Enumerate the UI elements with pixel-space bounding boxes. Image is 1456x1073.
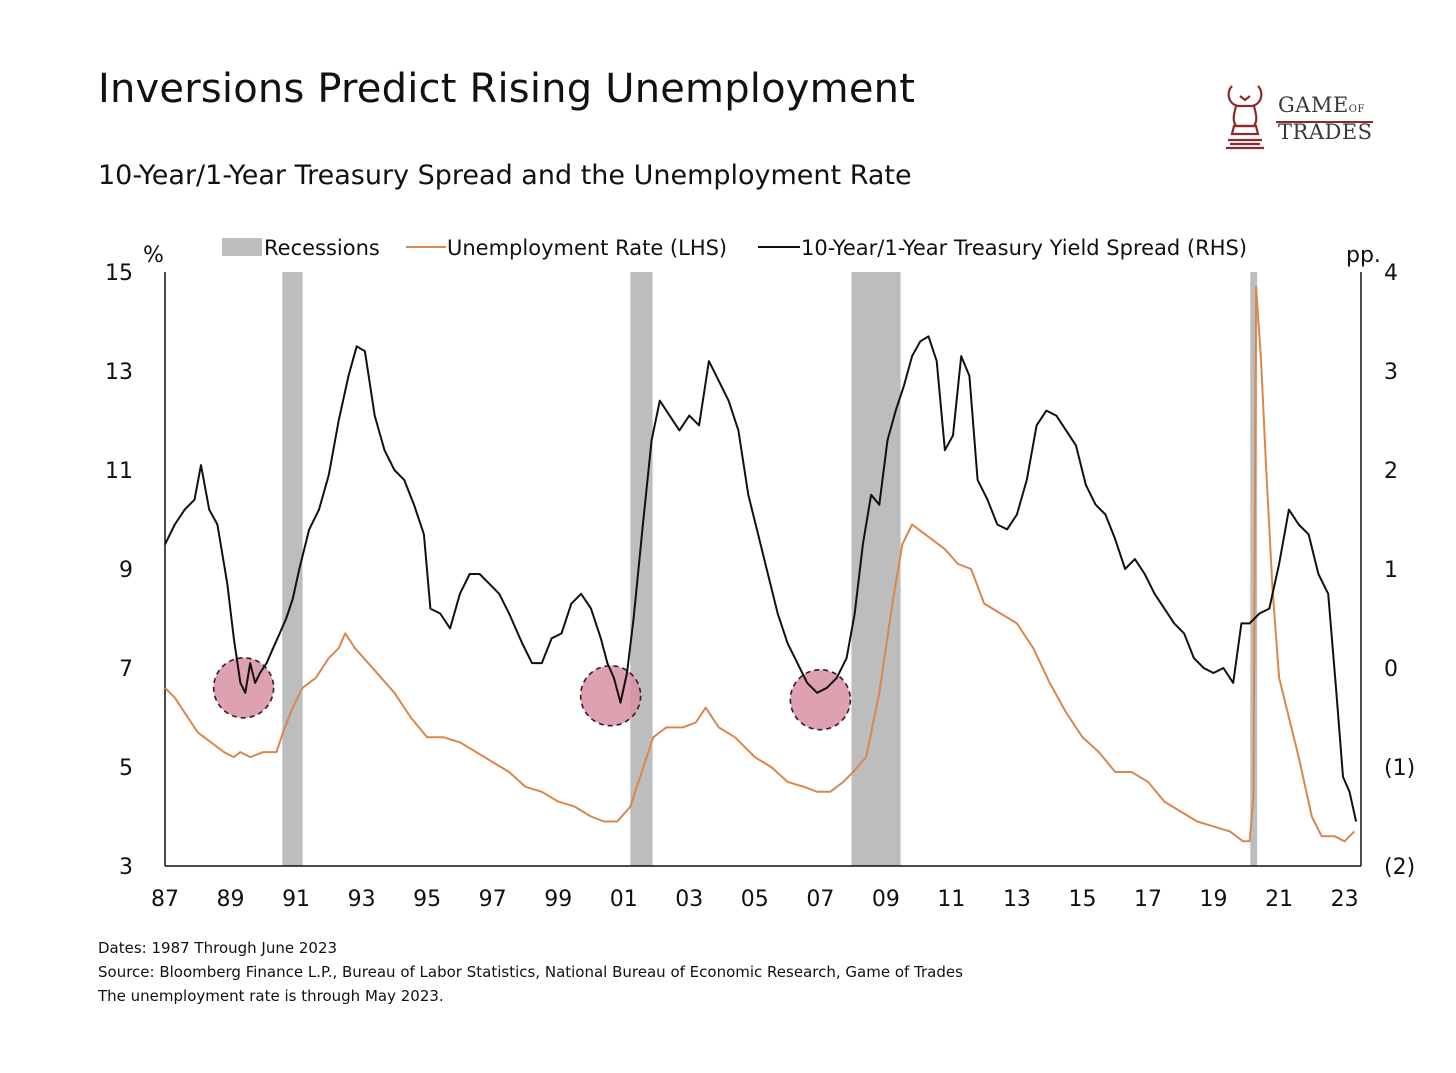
left-tick-label: 7 bbox=[119, 657, 133, 682]
chart-subtitle: 10-Year/1-Year Treasury Spread and the U… bbox=[98, 160, 912, 191]
x-tick-label: 09 bbox=[872, 887, 900, 912]
x-tick-label: 95 bbox=[413, 887, 441, 912]
inversion-highlight-1 bbox=[579, 664, 642, 727]
logo-line-1-small: OF bbox=[1348, 104, 1365, 115]
unemployment-rate-line bbox=[164, 285, 1356, 843]
footnote-source: Source: Bloomberg Finance L.P., Bureau o… bbox=[98, 963, 963, 981]
right-tick-label: 3 bbox=[1384, 360, 1398, 385]
inversion-highlight-2 bbox=[789, 668, 852, 731]
right-tick-label: 4 bbox=[1384, 261, 1398, 286]
x-tick-label: 97 bbox=[479, 887, 507, 912]
x-tick-label: 87 bbox=[151, 887, 179, 912]
recession-band-2 bbox=[851, 272, 901, 866]
x-tick-label: 13 bbox=[1003, 887, 1031, 912]
logo-line-1: GAME bbox=[1278, 93, 1349, 117]
x-tick-label: 91 bbox=[282, 887, 310, 912]
treasury-spread-line bbox=[164, 335, 1358, 822]
x-tick-label: 11 bbox=[937, 887, 965, 912]
recession-bands bbox=[282, 272, 1258, 866]
right-tick-label: 2 bbox=[1384, 459, 1398, 484]
legend-label-recessions: Recessions bbox=[264, 236, 380, 260]
x-tick-label: 99 bbox=[544, 887, 572, 912]
legend: Recessions Unemployment Rate (LHS) 10-Ye… bbox=[222, 236, 1247, 260]
logo-wordmark: GAMEOF TRADES bbox=[1278, 94, 1373, 144]
left-tick-label: 5 bbox=[119, 756, 133, 781]
inversion-highlights bbox=[212, 656, 852, 731]
x-tick-label: 05 bbox=[741, 887, 769, 912]
x-tick-label: 15 bbox=[1068, 887, 1096, 912]
x-tick-label: 07 bbox=[806, 887, 834, 912]
right-tick-label: 1 bbox=[1384, 558, 1398, 583]
legend-label-unemployment: Unemployment Rate (LHS) bbox=[447, 236, 727, 260]
left-axis-unit: % bbox=[143, 243, 164, 268]
x-tick-label: 93 bbox=[348, 887, 376, 912]
x-tick-label: 23 bbox=[1331, 887, 1359, 912]
x-tick-label: 89 bbox=[217, 887, 245, 912]
left-tick-label: 9 bbox=[119, 558, 133, 583]
chart-title: Inversions Predict Rising Unemployment bbox=[98, 66, 916, 112]
x-tick-label: 19 bbox=[1200, 887, 1228, 912]
logo-line-2: TRADES bbox=[1278, 120, 1373, 144]
x-tick-label: 17 bbox=[1134, 887, 1162, 912]
right-tick-label: 0 bbox=[1384, 657, 1398, 682]
series bbox=[164, 285, 1358, 843]
legend-label-spread: 10-Year/1-Year Treasury Yield Spread (RH… bbox=[801, 236, 1247, 260]
left-tick-label: 3 bbox=[119, 855, 133, 880]
game-of-trades-logo bbox=[1226, 85, 1264, 150]
x-tick-label: 03 bbox=[675, 887, 703, 912]
recession-band-1 bbox=[630, 272, 653, 866]
axes: % pp. bbox=[143, 243, 1381, 867]
x-tick-label: 21 bbox=[1265, 887, 1293, 912]
legend-swatch-recessions bbox=[222, 238, 262, 256]
recession-band-0 bbox=[282, 272, 303, 866]
x-tick-label: 01 bbox=[610, 887, 638, 912]
footnote-unemployment: The unemployment rate is through May 202… bbox=[98, 987, 444, 1005]
left-tick-label: 13 bbox=[105, 360, 133, 385]
right-axis-unit: pp. bbox=[1346, 243, 1381, 268]
right-tick-label: (2) bbox=[1384, 855, 1415, 880]
footnotes: Dates: 1987 Through June 2023 Source: Bl… bbox=[98, 936, 963, 1008]
footnote-dates: Dates: 1987 Through June 2023 bbox=[98, 939, 338, 957]
left-tick-label: 11 bbox=[105, 459, 133, 484]
left-tick-label: 15 bbox=[105, 261, 133, 286]
right-tick-label: (1) bbox=[1384, 756, 1415, 781]
logo-divider bbox=[1276, 121, 1373, 123]
